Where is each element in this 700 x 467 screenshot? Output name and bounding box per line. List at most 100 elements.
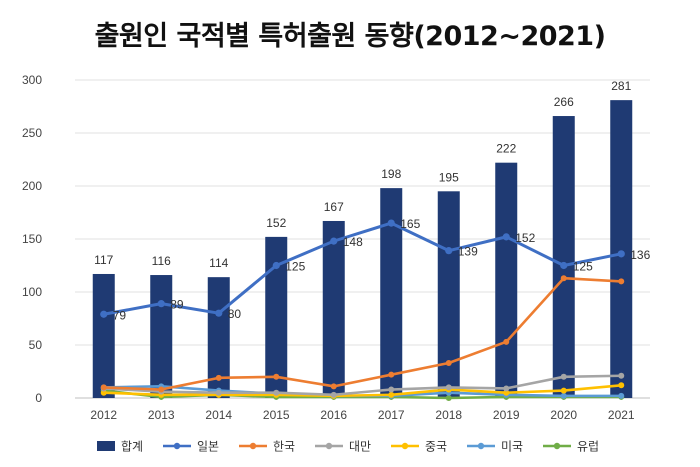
series-point [618, 382, 625, 389]
x-tick-label: 2014 [205, 408, 232, 422]
line-data-label: 165 [400, 217, 420, 231]
legend-label: 미국 [501, 440, 523, 454]
legend-label: 합계 [121, 440, 143, 454]
bar-data-label: 117 [94, 253, 113, 267]
series-point [100, 310, 108, 318]
legend-label: 중국 [425, 440, 447, 454]
series-point [560, 261, 568, 270]
legend-marker [401, 442, 409, 450]
series-point [387, 219, 395, 227]
bar [150, 275, 173, 398]
y-tick-label: 0 [35, 391, 42, 405]
series-point [560, 392, 567, 399]
y-tick-label: 250 [22, 126, 42, 140]
line-data-label: 125 [573, 260, 593, 274]
series-point [445, 384, 452, 391]
series-point [100, 389, 107, 396]
bar-data-label: 114 [209, 256, 228, 270]
legend-marker [325, 442, 333, 450]
legend-label: 유럽 [577, 440, 599, 454]
series-point [330, 237, 338, 245]
line-series [100, 219, 625, 401]
bar [552, 116, 575, 398]
bar [265, 236, 288, 398]
series-line [102, 276, 623, 391]
legend-label: 한국 [273, 440, 295, 454]
chart-title: 출원인 국적별 특허출원 동향(2012~2021) [94, 21, 606, 52]
series-point [330, 391, 337, 398]
line-data-label: 139 [458, 245, 478, 259]
series-point [503, 338, 510, 345]
series-point [503, 385, 510, 392]
bar [380, 188, 403, 398]
y-tick-label: 200 [22, 179, 42, 193]
bar [322, 220, 345, 398]
bar-data-label: 116 [152, 254, 171, 268]
series-line [102, 221, 623, 316]
y-tick-label: 100 [22, 285, 42, 299]
legend-marker [553, 442, 561, 450]
legend: 합계 일본 한국 대만 중국 미국 유럽 [97, 440, 599, 454]
series-line [102, 374, 623, 397]
series-line [102, 383, 623, 398]
series-point [503, 389, 510, 396]
series-point [445, 395, 452, 401]
series-point [388, 386, 395, 393]
series-point [388, 371, 395, 378]
line-data-label: 79 [113, 308, 127, 322]
series-point [502, 233, 510, 241]
y-tick-label: 50 [29, 338, 43, 352]
x-tick-label: 2019 [493, 408, 520, 422]
bar-data-label: 222 [496, 142, 516, 156]
legend-swatch [97, 441, 115, 451]
series-point [330, 383, 337, 390]
bar [92, 273, 115, 398]
bar-data-label: 195 [439, 170, 459, 184]
x-tick-label: 2016 [320, 408, 347, 422]
series-point [618, 392, 625, 399]
series-point [445, 360, 452, 367]
series-point [273, 389, 280, 396]
bar-data-label: 198 [381, 167, 401, 181]
series-point [618, 278, 625, 285]
legend-marker [477, 442, 485, 450]
series-point [273, 373, 280, 380]
bar [437, 191, 460, 398]
bar-data-label: 152 [266, 216, 286, 230]
series-point [215, 374, 222, 381]
series-point [100, 384, 107, 391]
series-point [215, 309, 223, 317]
line-data-label: 152 [515, 231, 535, 245]
series-point [215, 389, 222, 396]
x-tick-label: 2013 [148, 408, 175, 422]
line-data-label: 125 [285, 260, 305, 274]
line-data-label: 136 [630, 248, 650, 262]
series-point [560, 373, 567, 380]
bar-data-label: 266 [554, 95, 574, 109]
x-tick-label: 2018 [435, 408, 462, 422]
x-tick-label: 2017 [378, 408, 405, 422]
bar-data-label: 281 [611, 79, 631, 93]
legend-label: 일본 [197, 440, 219, 454]
bar-data-label: 167 [324, 200, 344, 214]
legend-label: 대만 [349, 440, 371, 454]
y-axis: 0 50 100 150 200 250 300 [22, 73, 42, 405]
bar [610, 100, 633, 398]
y-tick-label: 150 [22, 232, 42, 246]
series-point [157, 300, 165, 308]
series-point [560, 387, 567, 394]
x-tick-label: 2012 [90, 408, 117, 422]
x-tick-label: 2015 [263, 408, 290, 422]
series-point [445, 247, 453, 255]
series-point [617, 250, 625, 258]
series-point [618, 372, 625, 379]
series-point [272, 261, 280, 270]
x-tick-label: 2021 [608, 408, 635, 422]
x-axis: 2012 2013 2014 2015 2016 2017 2018 2019 2020 2021 [90, 408, 635, 422]
series-point [388, 391, 395, 398]
line-data-label: 80 [228, 307, 242, 321]
line-data-label: 148 [343, 235, 363, 249]
series-point [560, 275, 567, 282]
line-data-label: 89 [170, 298, 184, 312]
